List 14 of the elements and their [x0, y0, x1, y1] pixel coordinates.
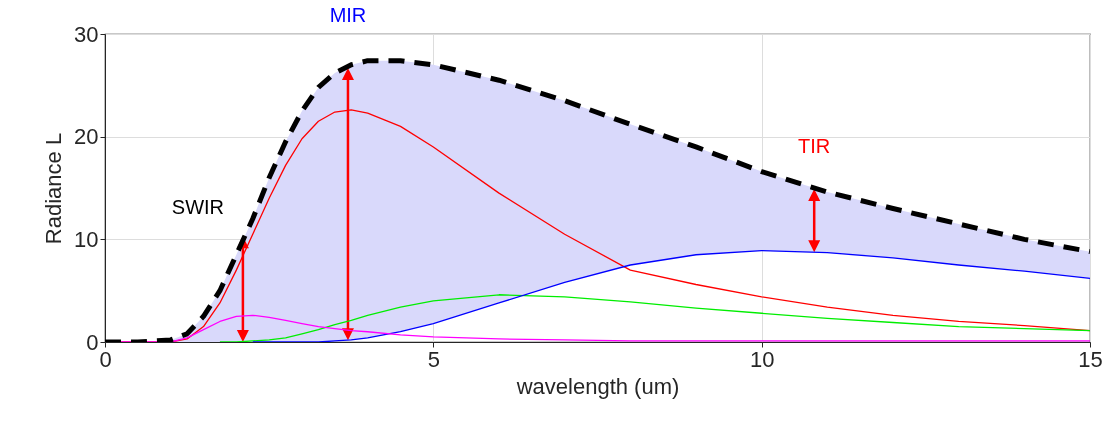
x-tick-label: 15 — [1078, 346, 1103, 372]
y-axis-title: Radiance L — [41, 132, 67, 245]
x-tick-label: 5 — [427, 346, 440, 372]
y-tick-label: 30 — [74, 21, 99, 47]
x-axis-title: wavelength (um) — [515, 373, 680, 399]
annotation: MIR — [329, 3, 367, 26]
x-tick-label: 10 — [749, 346, 775, 372]
y-tick-label: 10 — [74, 226, 99, 252]
line-series — [219, 294, 1090, 342]
y-tick-label: 0 — [86, 329, 99, 355]
annotation: TIR — [798, 135, 831, 158]
y-tick-label: 20 — [74, 124, 99, 150]
annotation: SWIR — [171, 196, 225, 219]
line-series — [252, 249, 1090, 342]
